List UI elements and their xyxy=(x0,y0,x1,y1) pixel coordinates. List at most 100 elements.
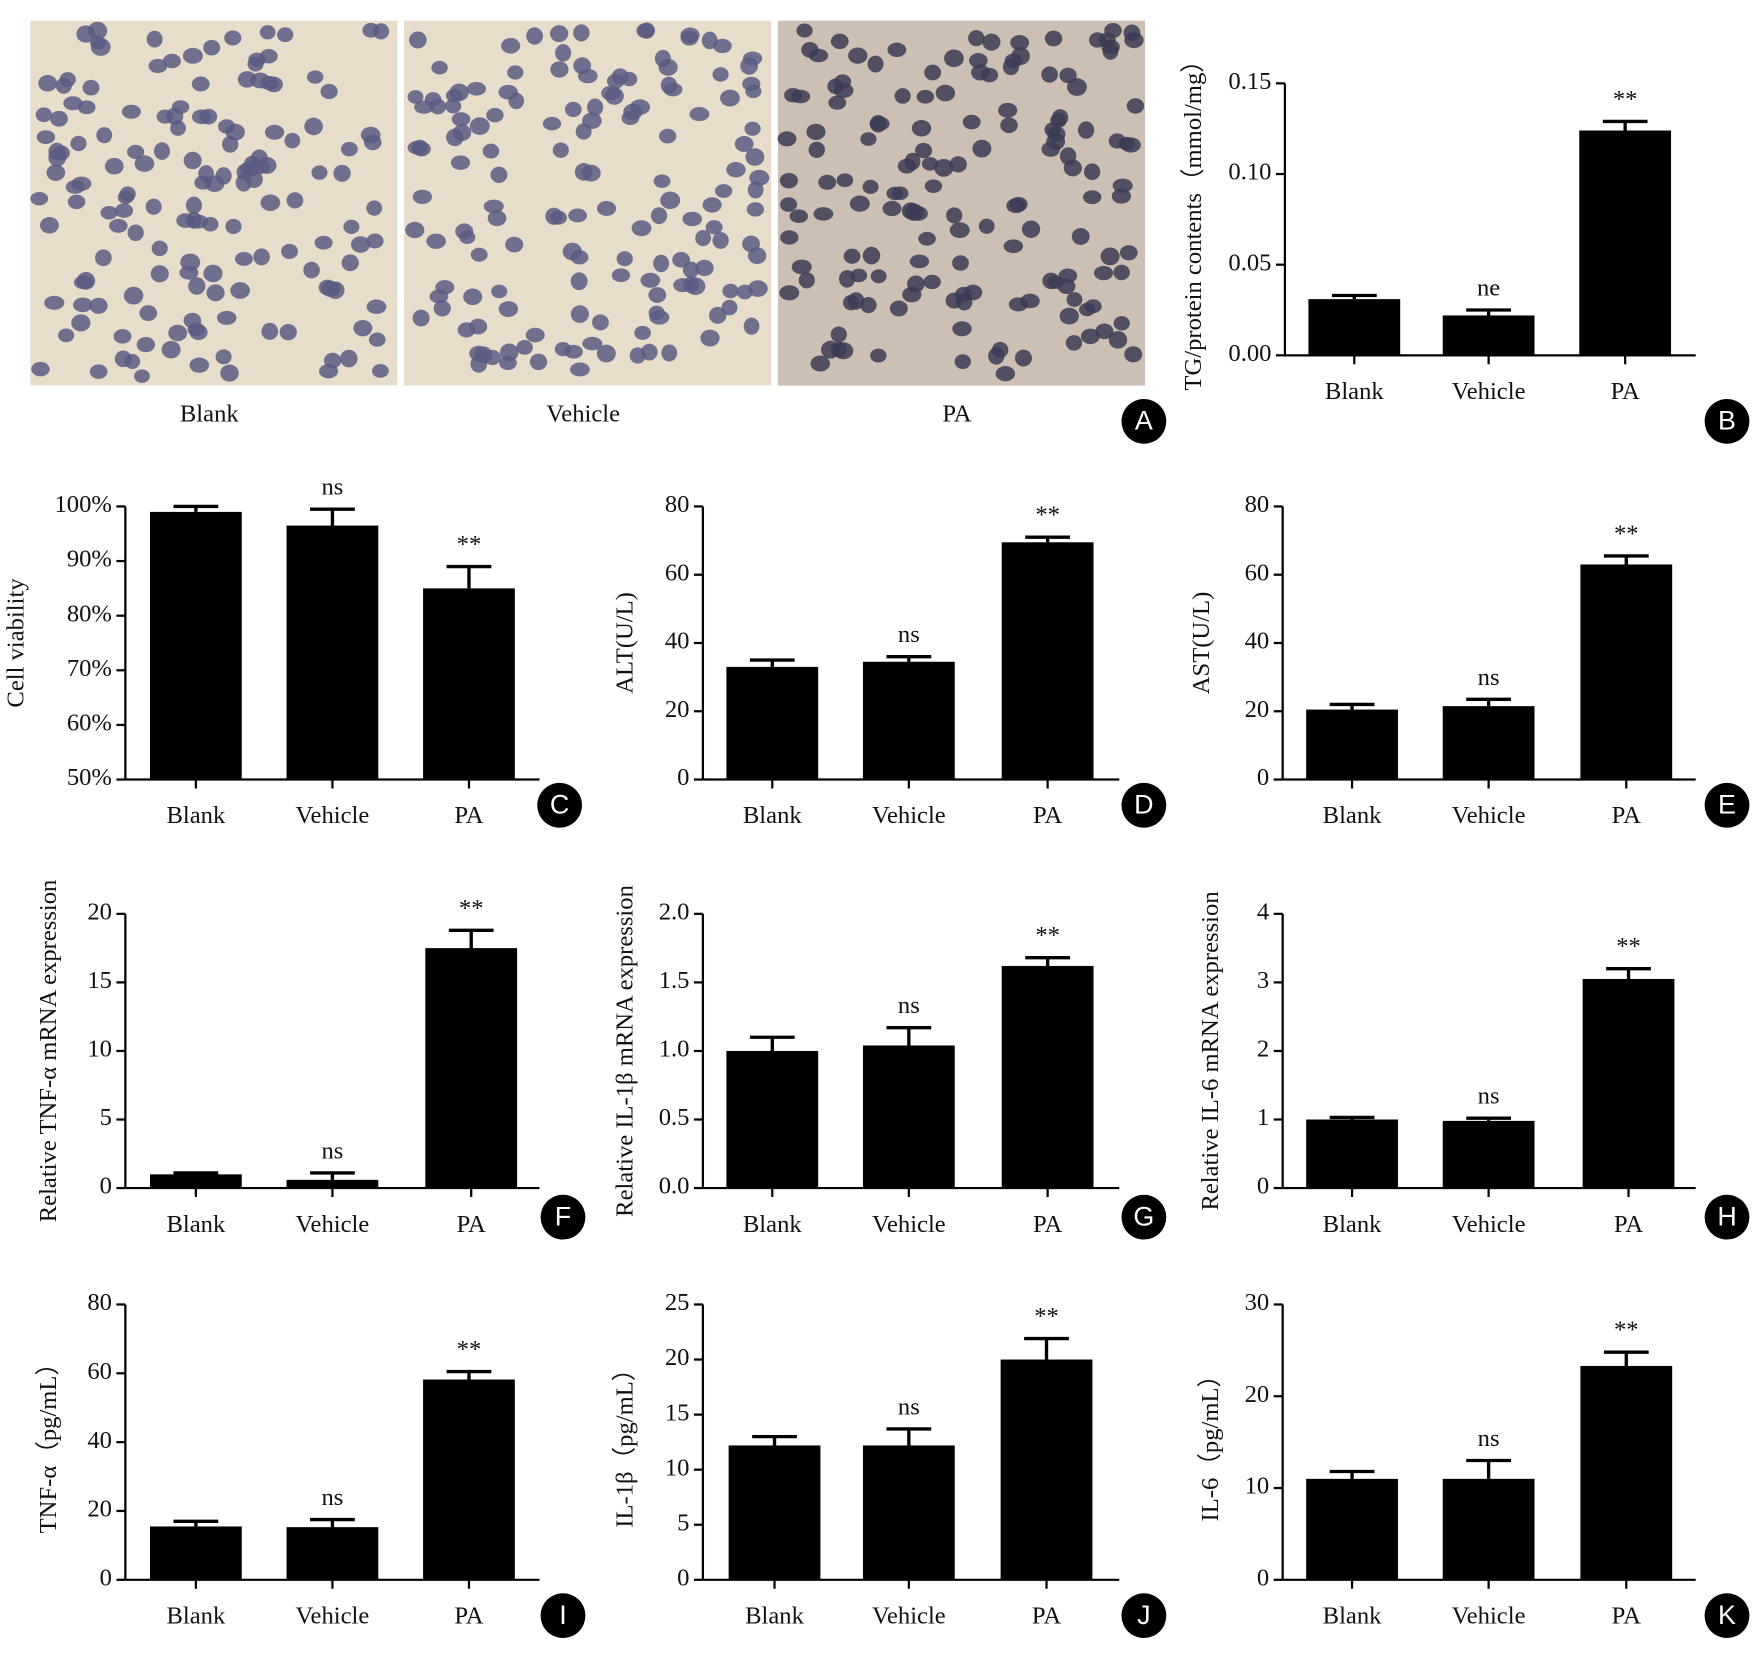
cell-nucleus xyxy=(777,131,797,147)
x-tick-label: Vehicle xyxy=(1452,378,1526,405)
error-bar xyxy=(173,504,219,512)
panel-letter-badge xyxy=(1121,398,1167,444)
cell-nucleus xyxy=(405,221,425,239)
cell-nucleus xyxy=(55,77,72,94)
cell-nucleus xyxy=(944,49,964,68)
cell-nucleus xyxy=(426,233,446,249)
cell-nucleus xyxy=(1008,297,1028,312)
y-tick-label: 20 xyxy=(665,696,690,723)
panel-letter-badge xyxy=(1704,398,1750,444)
cell-nucleus xyxy=(490,166,508,183)
cell-nucleus xyxy=(134,369,150,383)
y-tick-label: 40 xyxy=(665,628,690,655)
y-axis-label: AST(U/L) xyxy=(1188,592,1215,695)
cell-nucleus xyxy=(780,197,798,212)
error-bar xyxy=(1466,308,1512,316)
cell-nucleus xyxy=(168,324,188,342)
error-bar xyxy=(1024,1336,1069,1360)
cell-nucleus xyxy=(250,72,270,89)
error-bar xyxy=(1329,1469,1375,1479)
cell-nucleus xyxy=(498,301,519,318)
cell-nucleus xyxy=(183,151,202,170)
cell-nucleus xyxy=(894,88,911,104)
cell-nucleus xyxy=(483,199,504,214)
cell-nucleus xyxy=(179,265,199,280)
x-tick-label: Vehicle xyxy=(872,1603,946,1630)
cell-nucleus xyxy=(1071,227,1090,245)
bar xyxy=(286,525,379,780)
cell-nucleus xyxy=(311,165,328,180)
y-tick-label: 60% xyxy=(67,710,112,737)
x-tick-label: Blank xyxy=(1323,802,1382,829)
bar xyxy=(149,1526,242,1580)
cell-nucleus xyxy=(469,345,489,362)
y-tick-label: 70% xyxy=(67,655,112,682)
cell-nucleus xyxy=(146,30,163,48)
cell-nucleus xyxy=(596,200,617,216)
cell-nucleus xyxy=(150,265,169,283)
error-bar xyxy=(1329,1115,1375,1120)
cell-nucleus xyxy=(433,300,451,317)
y-axis-label: Cell viability xyxy=(3,578,30,708)
cell-nucleus xyxy=(867,55,884,73)
cell-nucleus xyxy=(341,254,359,272)
x-tick-label: Vehicle xyxy=(1452,802,1526,829)
cell-nucleus xyxy=(1123,24,1141,42)
cell-nucleus xyxy=(459,230,476,245)
error-bar xyxy=(886,1025,932,1046)
cell-nucleus xyxy=(570,272,588,291)
bar xyxy=(1580,1365,1673,1580)
x-tick-label: Blank xyxy=(1323,1603,1382,1630)
cell-nucleus xyxy=(830,341,847,358)
cell-nucleus xyxy=(525,327,545,343)
cell-nucleus xyxy=(720,89,740,107)
cell-nucleus xyxy=(412,309,430,327)
cell-nucleus xyxy=(1083,190,1102,205)
panel-letter: H xyxy=(1717,1201,1736,1231)
bar xyxy=(423,588,515,780)
x-tick-label: Blank xyxy=(743,802,802,829)
y-tick-label: 40 xyxy=(1245,628,1270,655)
error-bar xyxy=(749,1035,795,1051)
cell-nucleus xyxy=(48,142,66,161)
panel-letter-badge xyxy=(1121,1593,1167,1639)
cell-nucleus xyxy=(40,216,59,234)
cell-nucleus xyxy=(1093,265,1114,281)
cell-nucleus xyxy=(161,340,181,359)
cell-nucleus xyxy=(188,277,206,295)
cell-nucleus xyxy=(542,116,562,131)
cell-nucleus xyxy=(616,251,633,267)
cell-nucleus xyxy=(414,100,434,114)
cell-nucleus xyxy=(606,73,625,89)
cell-nucleus xyxy=(58,328,75,343)
error-bar xyxy=(173,1171,219,1175)
x-tick-label: Blank xyxy=(743,1211,802,1238)
cell-nucleus xyxy=(596,344,616,363)
cell-nucleus xyxy=(260,194,281,211)
cell-nucleus xyxy=(847,292,865,310)
cell-nucleus xyxy=(954,354,971,370)
y-axis-label: Relative IL-1β mRNA expression xyxy=(611,885,638,1217)
cell-nucleus xyxy=(127,144,145,160)
cell-nucleus xyxy=(145,198,162,215)
x-tick-label: Vehicle xyxy=(872,802,946,829)
x-tick-label: Vehicle xyxy=(296,802,370,829)
cell-nucleus xyxy=(491,284,508,299)
cell-nucleus xyxy=(779,285,800,301)
cell-nucleus xyxy=(650,207,668,225)
cell-nucleus xyxy=(279,324,297,341)
y-tick-label: 0 xyxy=(1257,1564,1269,1591)
cell-nucleus xyxy=(745,148,765,166)
y-tick-label: 4 xyxy=(1257,899,1269,926)
significance-label: ns xyxy=(1478,1425,1500,1452)
x-tick-label: Blank xyxy=(1323,1211,1382,1238)
panel-letter-badge xyxy=(1121,782,1167,828)
cell-nucleus xyxy=(1065,335,1083,351)
cell-nucleus xyxy=(486,107,504,123)
bar xyxy=(1582,978,1675,1189)
cell-nucleus xyxy=(969,53,988,68)
panel-letter: B xyxy=(1718,406,1736,436)
panel-letter: J xyxy=(1137,1600,1150,1630)
y-tick-label: 90% xyxy=(67,546,112,573)
significance-label: ** xyxy=(1034,1303,1059,1330)
